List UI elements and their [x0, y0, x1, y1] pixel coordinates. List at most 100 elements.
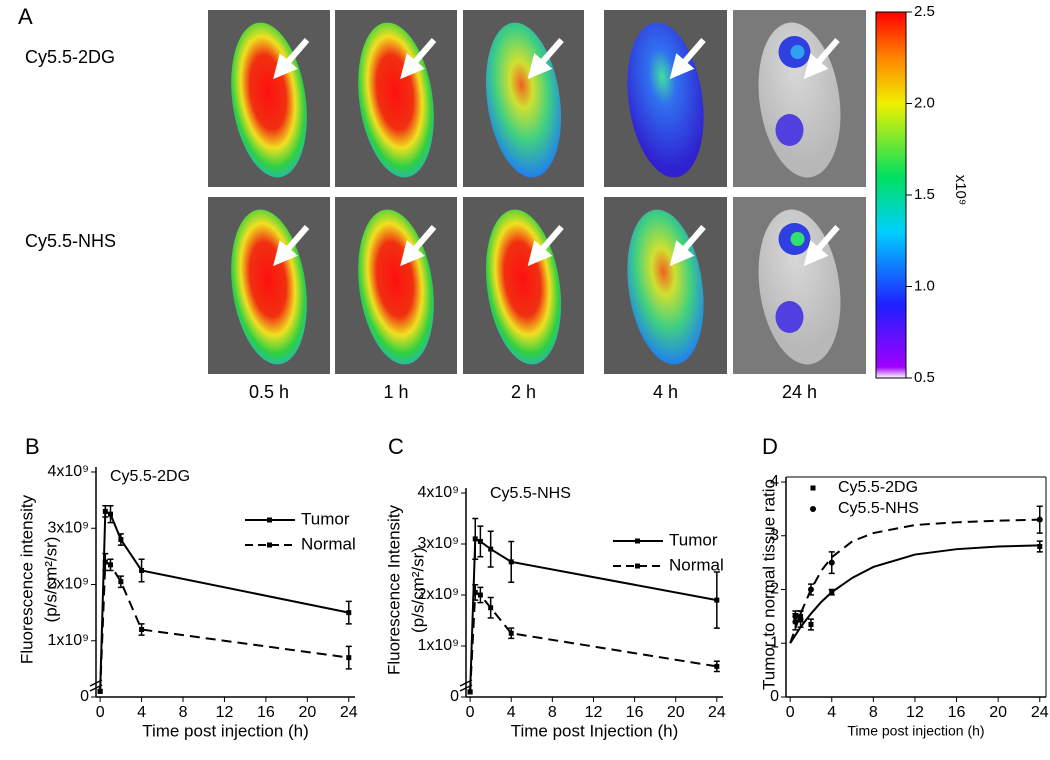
arrow — [803, 225, 840, 267]
arrow — [400, 38, 437, 80]
y-axis-label: Fluorescence Intensity — [384, 504, 403, 675]
legend-marker — [267, 517, 272, 523]
data-point — [488, 605, 494, 611]
arrow — [273, 38, 310, 80]
arrow — [669, 225, 706, 267]
arrow — [669, 38, 706, 80]
x-tick-label: 8 — [179, 704, 188, 721]
y-axis-label: Fluorescence intensity — [17, 494, 36, 664]
arrow — [527, 225, 564, 267]
legend-marker — [810, 485, 816, 491]
x-tick-label: 16 — [626, 704, 644, 721]
data-point — [139, 567, 145, 573]
x-tick-label: 24 — [1031, 704, 1049, 721]
y-tick-label: 2x10⁹ — [47, 576, 89, 593]
y-tick-label: 3x10⁹ — [47, 519, 89, 536]
data-point — [472, 589, 478, 595]
data-point — [346, 610, 352, 616]
x-tick-label: 0 — [786, 704, 795, 721]
legend-marker — [635, 538, 640, 544]
x-tick-label: 0 — [96, 704, 105, 721]
data-point — [808, 621, 814, 627]
data-point — [488, 546, 494, 552]
data-point — [108, 511, 114, 517]
x-tick-label: 0 — [466, 704, 475, 721]
data-point — [97, 688, 103, 694]
arrow — [527, 38, 564, 80]
panel-label: B — [25, 434, 40, 459]
y-tick-label: 4x10⁹ — [47, 463, 89, 480]
x-tick-label: 12 — [585, 704, 603, 721]
y-axis-label: (p/s/cm²/sr) — [41, 537, 60, 623]
series-line — [99, 560, 349, 692]
time-label: 4 h — [653, 382, 678, 402]
x-tick-label: 12 — [906, 704, 924, 721]
series-line — [469, 590, 717, 692]
colorbar-tick-label: 1.0 — [914, 277, 935, 294]
legend-marker — [810, 506, 816, 512]
y-tick-label: 2x10⁹ — [417, 586, 459, 603]
data-point — [118, 579, 124, 585]
data-point — [1036, 516, 1043, 523]
y-tick-label: 4x10⁹ — [417, 484, 459, 501]
arrow — [400, 225, 437, 267]
y-tick-label: 0 — [450, 688, 459, 705]
chart-title: Cy5.5-2DG — [110, 468, 190, 485]
panel-label: C — [388, 434, 404, 459]
data-point — [797, 616, 804, 623]
colorbar-tick-label: 0.5 — [914, 369, 935, 386]
legend-label: Normal — [301, 534, 356, 553]
panel-label: D — [762, 434, 778, 459]
x-tick-label: 24 — [708, 704, 726, 721]
y-tick-label: 2 — [770, 581, 779, 598]
data-point — [467, 689, 473, 695]
data-point — [102, 559, 108, 565]
y-axis-label: Tumor to normal tissue ratio — [759, 479, 778, 690]
colorbar — [875, 11, 907, 379]
x-tick-label: 4 — [827, 704, 836, 721]
x-tick-label: 16 — [257, 704, 275, 721]
panel-label: A — [18, 4, 33, 29]
colorbar-tick-label: 2.5 — [914, 3, 935, 20]
x-tick-label: 12 — [216, 704, 234, 721]
data-point — [118, 537, 124, 542]
data-point — [714, 663, 720, 669]
time-label: 24 h — [782, 382, 817, 402]
time-label: 2 h — [511, 382, 536, 402]
colorbar-tick-label: 2.0 — [914, 94, 935, 111]
data-point — [477, 538, 483, 544]
x-tick-label: 24 — [340, 704, 358, 721]
fit-curve — [789, 544, 1040, 644]
colorbar-tick-label: 1.5 — [914, 186, 935, 203]
time-label: 1 h — [383, 382, 408, 402]
legend-marker — [267, 542, 272, 548]
x-tick-label: 16 — [948, 704, 966, 721]
arrow — [803, 38, 840, 80]
data-point — [108, 562, 114, 568]
y-tick-label: 0 — [80, 688, 89, 705]
data-point — [102, 508, 108, 514]
data-point — [792, 613, 799, 620]
series-line — [469, 537, 718, 692]
arrow — [273, 225, 310, 267]
colorbar-unit: x10⁹ — [952, 175, 969, 206]
data-point — [508, 630, 514, 636]
y-tick-label: 1x10⁹ — [417, 637, 459, 654]
data-point — [807, 586, 814, 593]
data-point — [508, 559, 514, 565]
y-tick-label: 3x10⁹ — [417, 535, 459, 552]
y-tick-label: 1x10⁹ — [47, 632, 89, 649]
signal-spot — [790, 232, 805, 246]
row-label: Cy5.5-NHS — [25, 231, 116, 251]
legend-label: Tumor — [669, 530, 718, 549]
x-tick-label: 8 — [869, 704, 878, 721]
chart-title: Cy5.5-NHS — [490, 485, 571, 502]
signal-spot — [775, 114, 804, 146]
legend-label: Cy5.5-NHS — [838, 500, 919, 517]
x-tick-label: 8 — [548, 704, 557, 721]
legend-marker — [635, 563, 640, 569]
legend-label: Cy5.5-2DG — [838, 479, 918, 496]
data-point — [714, 597, 720, 603]
data-point — [828, 559, 835, 566]
